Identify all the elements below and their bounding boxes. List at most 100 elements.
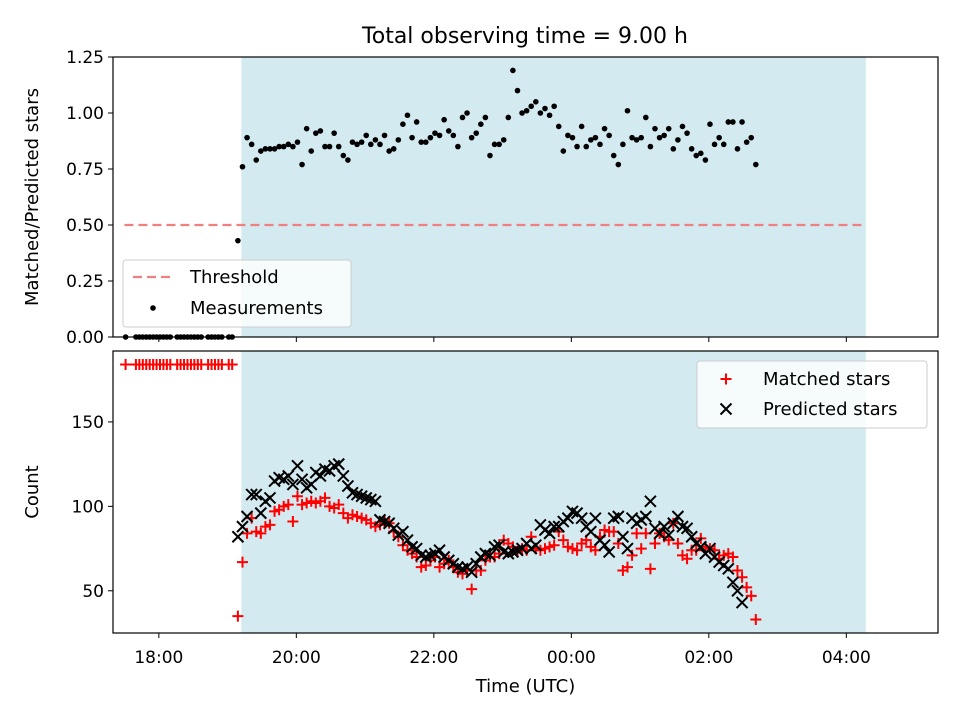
measurement-point — [487, 152, 493, 159]
measurement-point — [496, 141, 502, 148]
matched-star-point — [264, 519, 276, 531]
measurement-point — [326, 143, 333, 150]
measurement-point — [427, 134, 434, 141]
measurement-point — [537, 110, 544, 116]
measurement-point — [528, 103, 535, 110]
y-tick-label: 1.25 — [66, 48, 104, 68]
measurement-point — [248, 141, 255, 148]
measurement-point — [601, 125, 608, 132]
predicted-star-point — [685, 530, 698, 543]
matched-star-point — [621, 561, 633, 573]
y-tick-label: 50 — [82, 582, 104, 602]
measurement-point — [491, 141, 498, 148]
matched-star-point — [626, 549, 638, 561]
predicted-star-point — [616, 530, 630, 543]
measurement-point — [441, 116, 447, 123]
measurement-point — [445, 128, 452, 134]
measurement-point — [436, 132, 443, 139]
measurement-point — [418, 139, 425, 145]
measurement-point — [335, 143, 342, 150]
measurement-point — [665, 125, 672, 132]
predicted-star-point — [671, 510, 685, 523]
x-tick-label: 00:00 — [547, 648, 596, 668]
plot-frame — [112, 350, 939, 634]
y-tick-label: 0.75 — [66, 160, 104, 180]
predicted-star-point — [644, 495, 657, 508]
matched-star-point — [466, 583, 478, 595]
measurement-point — [661, 132, 667, 139]
predicted-star-point — [561, 511, 575, 525]
matched-star-point — [291, 490, 303, 502]
predicted-star-point — [575, 511, 588, 525]
predicted-star-point — [726, 576, 740, 589]
measurement-point — [468, 134, 475, 141]
measurement-point — [546, 112, 553, 119]
predicted-star-point — [387, 522, 400, 535]
measurement-point — [555, 123, 562, 130]
measurement-point — [363, 132, 370, 139]
measurement-point — [340, 152, 347, 159]
predicted-star-point — [543, 527, 556, 540]
matched-star-point — [731, 565, 743, 577]
measurement-point — [258, 148, 264, 154]
matched-star-point — [644, 563, 656, 575]
measurement-point — [354, 141, 360, 148]
predicted-star-point — [286, 478, 300, 491]
matched-star-point — [635, 543, 647, 555]
x-axis-label: Time (UTC) — [475, 676, 576, 697]
x-tick-label: 22:00 — [409, 648, 458, 668]
measurement-point — [670, 146, 677, 152]
predicted-star-point — [680, 522, 694, 535]
y-tick-label: 150 — [72, 413, 104, 433]
measurement-point — [734, 146, 741, 152]
y-tick-label: 0.00 — [66, 328, 104, 348]
predicted-star-point — [529, 538, 543, 552]
legend-box — [696, 360, 928, 429]
predicted-star-point — [282, 469, 295, 483]
predicted-star-point — [470, 557, 483, 570]
predicted-star-point — [337, 469, 350, 483]
x-tick-label: 02:00 — [684, 648, 733, 668]
predicted-star-point — [483, 549, 497, 562]
x-tick-label: 04:00 — [822, 648, 871, 668]
predicted-star-point — [598, 538, 611, 552]
matched-star-point — [548, 539, 560, 551]
measurement-point — [519, 110, 525, 116]
measurement-point — [290, 143, 296, 150]
measurement-point — [583, 143, 590, 150]
measurement-point — [748, 134, 755, 141]
predicted-star-point — [250, 488, 263, 501]
measurement-point — [698, 150, 704, 157]
measurement-point — [656, 134, 663, 141]
measurement-point — [276, 143, 282, 150]
measurement-point — [720, 141, 727, 148]
measurement-point — [588, 137, 594, 143]
matched-star-point — [120, 359, 132, 371]
measurement-point — [629, 134, 635, 141]
predicted-star-point — [433, 544, 446, 557]
matched-star-point — [681, 553, 693, 565]
matched-star-point — [745, 590, 757, 602]
matched-star-point — [649, 538, 661, 550]
y-tick-label: 1.00 — [66, 104, 104, 124]
measurement-point — [345, 157, 351, 163]
measurement-point — [647, 143, 654, 150]
predicted-star-point — [291, 459, 304, 473]
measurement-point — [606, 132, 612, 139]
predicted-star-point — [369, 495, 382, 508]
matched-star-point — [287, 516, 299, 528]
predicted-star-point — [236, 520, 249, 533]
measurement-point — [643, 114, 649, 121]
matched-star-point — [672, 538, 684, 550]
legend-predicted-label: Predicted stars — [763, 399, 897, 420]
predicted-star-point — [332, 457, 345, 471]
measurement-point — [372, 137, 379, 143]
predicted-star-point — [731, 584, 744, 597]
measurement-point — [308, 148, 315, 154]
matched-star-point — [319, 492, 331, 504]
measurement-point — [239, 163, 246, 170]
measurement-point — [702, 157, 709, 163]
measurement-point — [551, 103, 557, 110]
x-tick-label: 18:00 — [134, 648, 183, 668]
legend-matched-label: Matched stars — [763, 369, 890, 390]
